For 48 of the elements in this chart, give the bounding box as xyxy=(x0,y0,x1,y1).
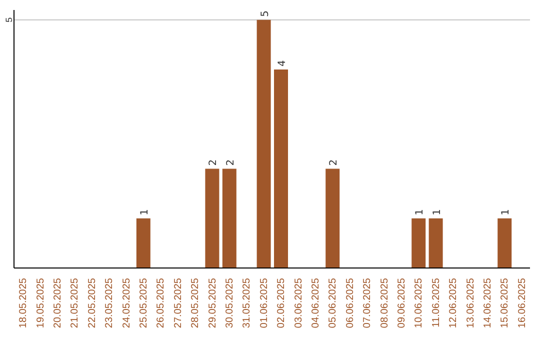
data-label: 2 xyxy=(328,159,340,166)
x-tick-label: 12.06.2025 xyxy=(448,278,460,328)
x-tick-label: 11.06.2025 xyxy=(430,278,442,328)
bar xyxy=(498,218,512,268)
x-tick-label: 06.06.2025 xyxy=(344,278,356,328)
x-tick-label: 09.06.2025 xyxy=(396,278,408,328)
x-tick-label: 20.05.2025 xyxy=(52,278,64,328)
bar xyxy=(205,168,220,268)
x-tick-label: 24.05.2025 xyxy=(121,278,132,328)
x-tick-label: 31.05.2025 xyxy=(242,278,253,328)
data-label: 2 xyxy=(225,159,236,166)
x-tick-label: 07.06.2025 xyxy=(362,278,374,328)
x-tick-label: 18.05.2025 xyxy=(18,278,30,328)
x-tick-label: 08.06.2025 xyxy=(379,278,390,328)
bar xyxy=(222,168,236,268)
data-label: 1 xyxy=(414,209,426,216)
bar xyxy=(136,218,150,268)
data-label: 2 xyxy=(208,159,220,166)
x-tick-label: 30.05.2025 xyxy=(224,278,236,328)
x-tick-label: 16.06.2025 xyxy=(516,278,528,328)
bar xyxy=(428,218,443,268)
x-tick-label: 03.06.2025 xyxy=(293,278,304,328)
x-tick-label: 29.05.2025 xyxy=(207,278,218,328)
x-tick-label: 26.05.2025 xyxy=(156,278,167,328)
x-tick-label: 04.06.2025 xyxy=(310,278,322,328)
x-tick-label: 01.06.2025 xyxy=(258,278,270,328)
x-tick-label: 10.06.2025 xyxy=(414,278,425,328)
bar xyxy=(326,168,340,268)
data-label: 1 xyxy=(500,209,512,216)
x-tick-label: 27.05.2025 xyxy=(172,278,184,328)
data-label: 5 xyxy=(260,10,271,17)
data-label: 1 xyxy=(139,209,150,216)
x-tick-label: 02.06.2025 xyxy=(276,278,288,328)
bar xyxy=(412,218,426,268)
x-tick-label: 14.06.2025 xyxy=(482,278,494,328)
data-label: 4 xyxy=(277,60,288,67)
x-tick-label: 28.05.2025 xyxy=(190,278,202,328)
x-tick-label: 21.05.2025 xyxy=(70,278,81,328)
x-tick-label: 22.05.2025 xyxy=(86,278,98,328)
x-tick-label: 05.06.2025 xyxy=(328,278,339,328)
x-tick-label: 19.05.2025 xyxy=(35,278,46,328)
bar xyxy=(274,70,288,268)
data-label: 1 xyxy=(432,209,443,216)
x-tick-label: 15.06.2025 xyxy=(500,278,511,328)
x-tick-label: 25.05.2025 xyxy=(138,278,150,328)
x-tick-label: 23.05.2025 xyxy=(104,278,116,328)
bar xyxy=(256,20,271,268)
x-tick-label: 13.06.2025 xyxy=(465,278,476,328)
